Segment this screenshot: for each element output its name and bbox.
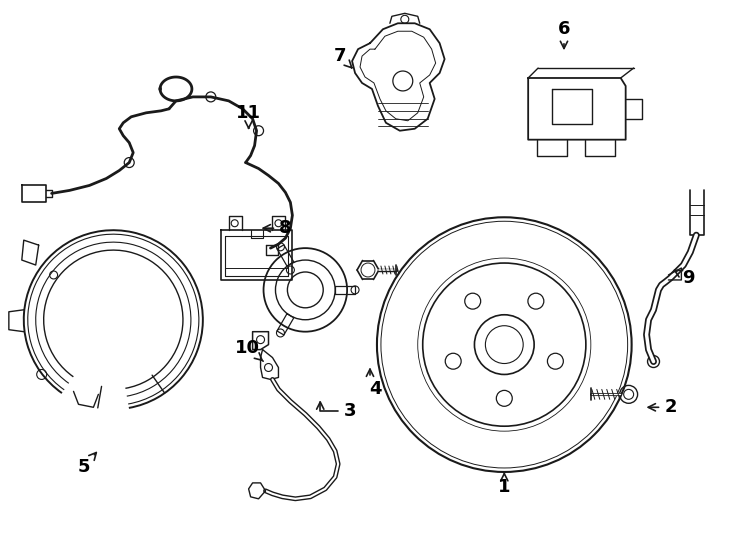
Text: 8: 8 <box>264 219 291 237</box>
Text: 2: 2 <box>648 399 677 416</box>
Text: 11: 11 <box>236 104 261 129</box>
Text: 5: 5 <box>77 453 96 476</box>
Text: 6: 6 <box>558 20 570 49</box>
Text: 10: 10 <box>235 339 264 361</box>
Text: 7: 7 <box>334 47 352 68</box>
Text: 3: 3 <box>316 402 356 420</box>
Text: 9: 9 <box>675 269 694 287</box>
Text: 4: 4 <box>366 369 381 399</box>
Text: 1: 1 <box>498 472 511 496</box>
